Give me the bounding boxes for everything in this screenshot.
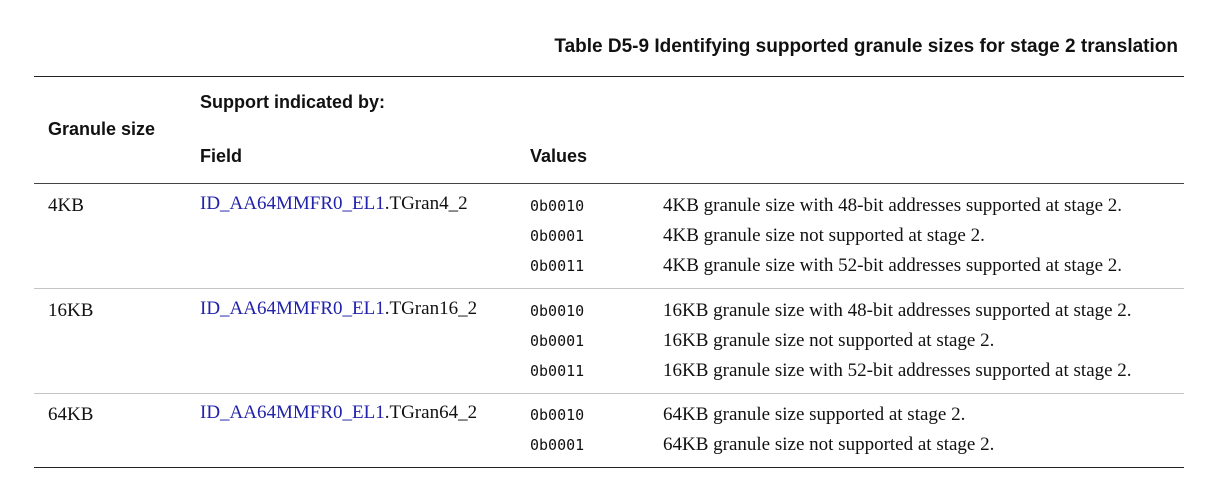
value-code: 0b0010 (530, 197, 585, 215)
granule-size-cell: 16KB (48, 300, 94, 321)
field-cell: ID_AA64MMFR0_EL1.TGran16_2 (200, 296, 500, 322)
value-line: 0b0010 16KB granule size with 48-bit add… (0, 300, 1205, 330)
table-caption: Table D5-9 Identifying supported granule… (554, 36, 1178, 57)
values-list: 0b0010 16KB granule size with 48-bit add… (0, 300, 1205, 390)
field-suffix: .TGran64_2 (384, 402, 478, 423)
value-line: 0b0001 4KB granule size not supported at… (0, 225, 1205, 255)
value-code: 0b0010 (530, 302, 585, 320)
value-code: 0b0011 (530, 257, 585, 275)
value-line: 0b0001 16KB granule size not supported a… (0, 330, 1205, 360)
value-description: 64KB granule size not supported at stage… (663, 434, 995, 455)
value-description: 4KB granule size not supported at stage … (663, 225, 985, 246)
value-description: 16KB granule size with 52-bit addresses … (663, 360, 1132, 381)
value-line: 0b0011 4KB granule size with 52-bit addr… (0, 255, 1205, 285)
values-list: 0b0010 4KB granule size with 48-bit addr… (0, 195, 1205, 285)
header-bottom-rule (34, 183, 1184, 184)
field-suffix: .TGran16_2 (384, 298, 478, 319)
value-code: 0b0001 (530, 332, 585, 350)
value-line: 0b0010 4KB granule size with 48-bit addr… (0, 195, 1205, 225)
field-cell: ID_AA64MMFR0_EL1.TGran4_2 (200, 191, 500, 217)
value-code: 0b0010 (530, 406, 585, 424)
field-suffix: .TGran4_2 (384, 193, 468, 214)
row-separator (34, 393, 1184, 394)
register-link[interactable]: ID_AA64MMFR0_EL1 (200, 402, 385, 423)
header-values: Values (530, 146, 588, 166)
value-description: 16KB granule size not supported at stage… (663, 330, 995, 351)
granule-size-cell: 64KB (48, 404, 94, 425)
value-line: 0b0011 16KB granule size with 52-bit add… (0, 360, 1205, 390)
table-bottom-rule (34, 467, 1184, 468)
value-code: 0b0011 (530, 362, 585, 380)
field-cell: ID_AA64MMFR0_EL1.TGran64_2 (200, 400, 500, 426)
row-separator (34, 288, 1184, 289)
header-granule-size: Granule size (48, 119, 156, 139)
value-code: 0b0001 (530, 227, 585, 245)
value-line: 0b0010 64KB granule size supported at st… (0, 404, 1205, 434)
value-description: 16KB granule size with 48-bit addresses … (663, 300, 1132, 321)
granule-size-cell: 4KB (48, 195, 84, 216)
value-description: 64KB granule size supported at stage 2. (663, 404, 966, 425)
table-top-rule (34, 76, 1184, 77)
value-description: 4KB granule size with 52-bit addresses s… (663, 255, 1123, 276)
values-list: 0b0010 64KB granule size supported at st… (0, 404, 1205, 464)
value-code: 0b0001 (530, 436, 585, 454)
register-link[interactable]: ID_AA64MMFR0_EL1 (200, 298, 385, 319)
value-line: 0b0001 64KB granule size not supported a… (0, 434, 1205, 464)
header-support-indicated-by: Support indicated by: (200, 92, 386, 112)
header-field: Field (200, 146, 243, 166)
register-link[interactable]: ID_AA64MMFR0_EL1 (200, 193, 385, 214)
value-description: 4KB granule size with 48-bit addresses s… (663, 195, 1123, 216)
